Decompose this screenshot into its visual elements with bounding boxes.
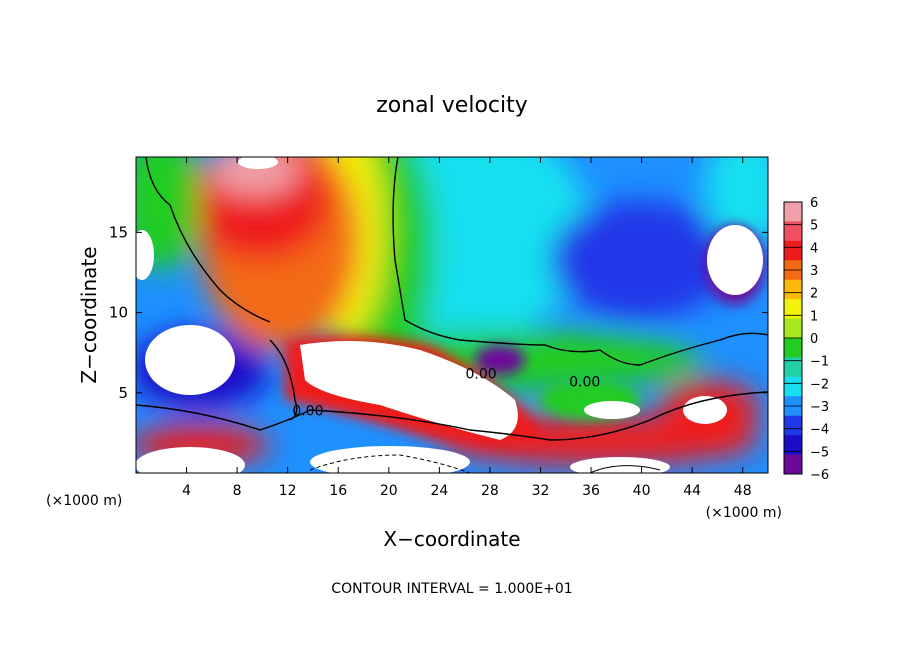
contour-interval-note: CONTOUR INTERVAL = 1.000E+01 bbox=[331, 581, 572, 597]
colorbar-label-9: −3 bbox=[810, 400, 829, 415]
colorbar-label-7: −1 bbox=[810, 355, 829, 370]
colorbar-label-4: 2 bbox=[810, 287, 818, 302]
x-tick-label-11: 48 bbox=[734, 483, 752, 499]
contour-label-1: 0.00 bbox=[465, 366, 496, 382]
colorbar-swatch-12 bbox=[784, 435, 802, 456]
x-tick-label-2: 12 bbox=[279, 483, 297, 499]
contour-labels: 0.00 0.00 0.00 bbox=[292, 366, 600, 419]
field-purple-cell bbox=[475, 345, 525, 375]
x-tick-label-5: 24 bbox=[430, 483, 448, 499]
negative-contour-dashed bbox=[309, 454, 471, 473]
z-unit-label: (×1000 m) bbox=[46, 493, 122, 509]
x-axis-ticks: 4 8 12 16 20 24 28 32 36 40 44 48 bbox=[182, 157, 752, 499]
white-region-bottom-mid bbox=[310, 446, 470, 473]
zero-contour-lower bbox=[136, 391, 768, 441]
zero-contour-main bbox=[392, 157, 768, 366]
field-blue-deep-east bbox=[550, 200, 730, 320]
colorbar-swatch-1 bbox=[784, 221, 802, 242]
white-region-bottom-right bbox=[570, 457, 670, 473]
x-tick-label-3: 16 bbox=[329, 483, 347, 499]
out-of-range-regions bbox=[136, 157, 763, 473]
y-tick-label-0: 5 bbox=[118, 384, 128, 402]
x-tick-label-9: 40 bbox=[633, 483, 651, 499]
contour-label-0: 0.00 bbox=[292, 403, 323, 419]
colorbar-label-11: −5 bbox=[810, 445, 829, 460]
colorbar-swatch-5 bbox=[784, 299, 802, 320]
colorbar-swatch-0 bbox=[784, 202, 802, 222]
white-region-west bbox=[145, 325, 235, 395]
white-region-east bbox=[707, 225, 763, 295]
y-axis-label: Z−coordinate bbox=[77, 246, 101, 383]
colorbar-label-2: 4 bbox=[810, 241, 818, 256]
white-region-bottom-left bbox=[136, 447, 245, 473]
colorbar-label-8: −2 bbox=[810, 377, 829, 392]
white-region-cell-east bbox=[584, 401, 640, 419]
chart-title: zonal velocity bbox=[376, 93, 528, 118]
field-green-west bbox=[136, 157, 200, 270]
plot-frame bbox=[135, 156, 769, 474]
zero-contour-lines bbox=[136, 157, 768, 473]
x-axis-label: X−coordinate bbox=[383, 527, 520, 551]
colorbar-label-10: −4 bbox=[810, 423, 829, 438]
colorbar-label-5: 1 bbox=[810, 309, 818, 324]
colorbar-swatch-2 bbox=[784, 240, 802, 261]
colorbar-swatch-9 bbox=[784, 376, 802, 397]
white-region-top bbox=[238, 157, 278, 169]
colorbar-swatch-13 bbox=[784, 454, 802, 475]
colorbar-label-6: 0 bbox=[810, 332, 818, 347]
colorbar: 6 5 4 3 2 1 0 −1 −2 −3 −4 −5 −6 bbox=[783, 196, 829, 483]
x-tick-label-8: 36 bbox=[582, 483, 600, 499]
field-area bbox=[136, 157, 768, 473]
x-unit-label: (×1000 m) bbox=[706, 505, 782, 521]
x-tick-label-4: 20 bbox=[380, 483, 398, 499]
y-tick-label-1: 10 bbox=[109, 304, 128, 322]
colorbar-swatch-4 bbox=[784, 279, 802, 300]
x-tick-label-1: 8 bbox=[233, 483, 242, 499]
y-tick-label-2: 15 bbox=[109, 223, 128, 241]
colorbar-label-12: −6 bbox=[810, 468, 829, 483]
negative-contour-bottom bbox=[589, 465, 661, 473]
white-region-center bbox=[300, 341, 518, 440]
field-pink-top bbox=[210, 157, 300, 195]
colorbar-label-0: 6 bbox=[810, 196, 818, 211]
colorbar-swatch-8 bbox=[784, 357, 802, 378]
white-region-west-top bbox=[136, 230, 154, 280]
x-tick-label-6: 28 bbox=[481, 483, 499, 499]
x-tick-label-7: 32 bbox=[532, 483, 550, 499]
zero-contour-west bbox=[145, 157, 271, 323]
colorbar-swatch-7 bbox=[784, 338, 802, 358]
contour-label-2: 0.00 bbox=[569, 374, 600, 390]
colorbar-label-1: 5 bbox=[810, 219, 818, 234]
zero-contour-shear bbox=[269, 339, 298, 421]
x-tick-label-10: 44 bbox=[683, 483, 701, 499]
colorbar-label-3: 3 bbox=[810, 264, 818, 279]
field-cyan-east-edge bbox=[705, 157, 768, 250]
colorbar-swatch-6 bbox=[784, 318, 802, 339]
y-axis-ticks: 5 10 15 bbox=[109, 223, 768, 402]
colorbar-swatch-11 bbox=[784, 415, 802, 436]
x-tick-label-0: 4 bbox=[182, 483, 191, 499]
